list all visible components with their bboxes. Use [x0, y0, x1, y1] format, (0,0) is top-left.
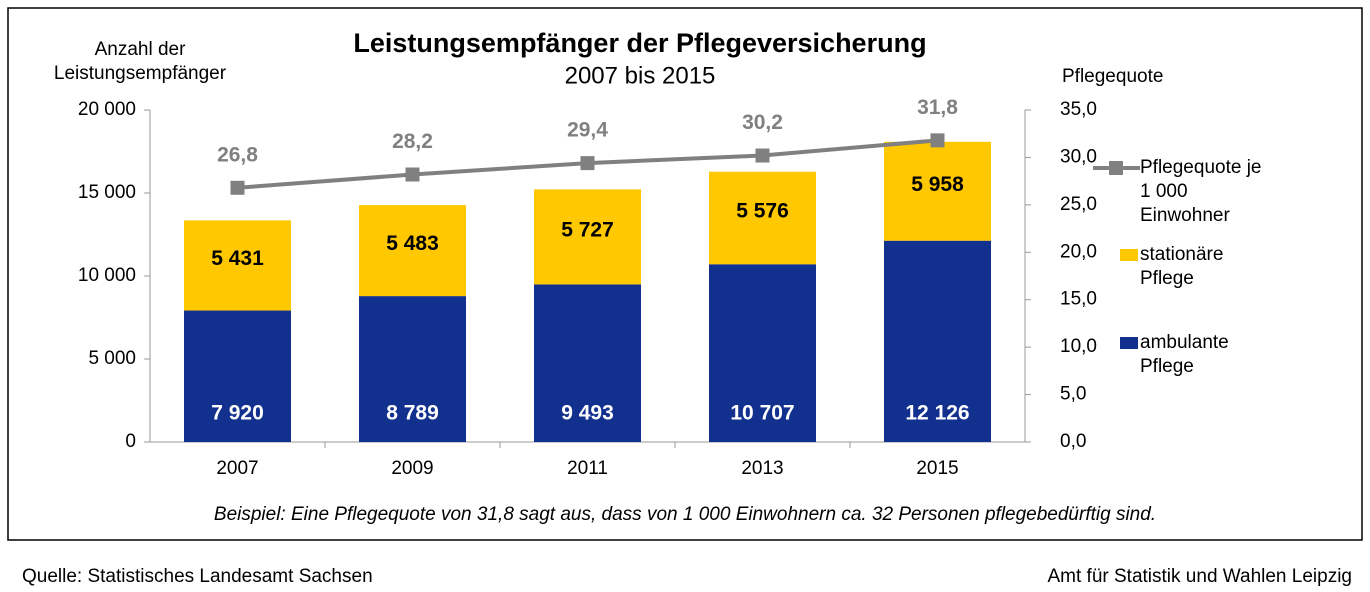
y-axis-label: Anzahl der Leistungsempfänger	[53, 39, 227, 84]
note: Beispiel: Eine Pflegequote von 31,8 sagt…	[214, 504, 1156, 525]
data-label: 5 576	[736, 200, 789, 223]
line-marker	[230, 180, 245, 195]
y2-tick-label: 35,0	[1060, 99, 1097, 120]
chart-title: Leistungsempfänger der Pflegeversicherun…	[353, 28, 926, 58]
data-label: 5 431	[211, 247, 264, 270]
legend-swatch	[1120, 337, 1138, 349]
y-tick-label: 15 000	[78, 182, 136, 203]
data-label: 5 727	[561, 218, 614, 241]
bar	[709, 264, 816, 442]
line-marker	[405, 167, 420, 182]
y2-tick-label: 5,0	[1060, 384, 1086, 405]
legend-label: ambulante Pflege	[1140, 332, 1229, 377]
source: Quelle: Statistisches Landesamt Sachsen	[22, 566, 373, 587]
legend-swatch	[1120, 249, 1138, 261]
bar	[709, 171, 816, 265]
data-label: 31,8	[917, 96, 958, 119]
data-label: 12 126	[905, 402, 969, 425]
bar	[534, 284, 641, 442]
y2-tick-label: 30,0	[1060, 146, 1097, 167]
data-label: 7 920	[211, 402, 264, 425]
chart-frame	[7, 7, 1363, 541]
y2-tick-label: 10,0	[1060, 336, 1097, 357]
y2-tick-label: 25,0	[1060, 194, 1097, 215]
data-label: 10 707	[730, 402, 794, 425]
line-marker	[755, 148, 770, 163]
line-marker	[580, 156, 595, 171]
data-label: 26,8	[217, 143, 258, 166]
x-tick-label: 2007	[216, 458, 258, 479]
bar	[884, 240, 991, 442]
data-label: 29,4	[567, 119, 608, 142]
y-tick-label: 10 000	[78, 265, 136, 286]
data-label: 30,2	[742, 111, 783, 134]
legend-label: Pflegequote je 1 000 Einwohner	[1140, 157, 1262, 226]
bar	[184, 310, 291, 442]
bar	[184, 220, 291, 311]
data-label: 5 483	[386, 232, 439, 255]
x-tick-label: 2015	[916, 458, 958, 479]
data-label: 8 789	[386, 402, 439, 425]
line-marker	[930, 133, 945, 148]
chart-subtitle: 2007 bis 2015	[565, 62, 716, 89]
y-tick-label: 0	[125, 431, 136, 452]
x-tick-label: 2009	[391, 458, 433, 479]
data-label: 9 493	[561, 402, 614, 425]
legend-swatch	[1109, 161, 1123, 175]
bar	[884, 141, 991, 241]
data-label: 28,2	[392, 130, 433, 153]
legend-label: stationäre Pflege	[1140, 244, 1224, 289]
publisher: Amt für Statistik und Wahlen Leipzig	[1048, 566, 1353, 587]
y2-tick-label: 0,0	[1060, 431, 1086, 452]
y2-tick-label: 15,0	[1060, 289, 1097, 310]
bar	[359, 296, 466, 442]
bar	[534, 189, 641, 285]
x-tick-label: 2013	[741, 458, 783, 479]
y2-axis-label: Pflegequote	[1062, 66, 1163, 87]
bar	[359, 205, 466, 297]
x-tick-label: 2011	[567, 458, 608, 479]
y-tick-label: 5 000	[88, 348, 136, 369]
y-tick-label: 20 000	[78, 99, 136, 120]
data-label: 5 958	[911, 173, 964, 196]
y2-tick-label: 20,0	[1060, 241, 1097, 262]
